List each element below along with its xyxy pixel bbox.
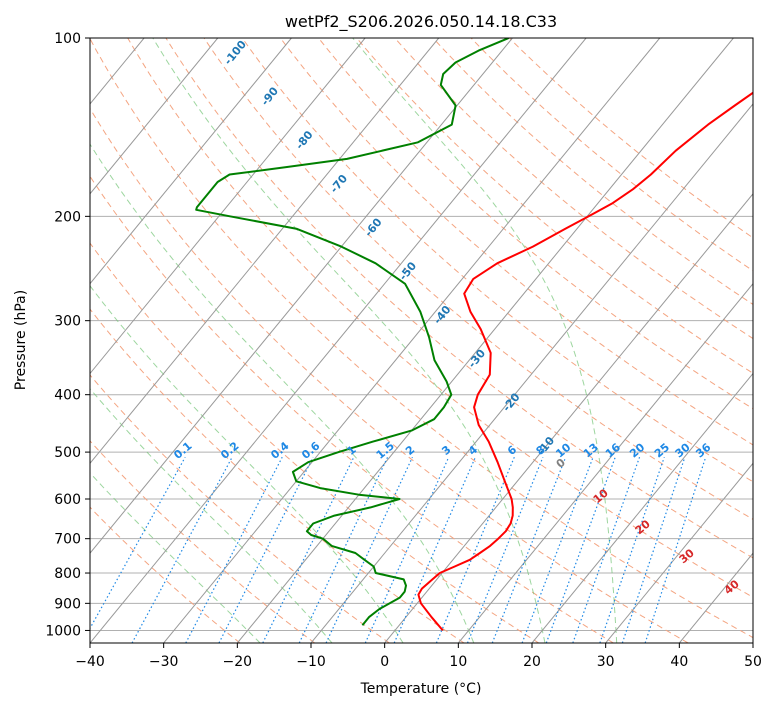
mixing-ratio-line-25 (599, 457, 665, 643)
dry-adiabat-360 (241, 38, 753, 483)
isotherm--90 (90, 38, 219, 195)
isotherm--10 (310, 103, 753, 643)
dry-adiabat-300 (90, 175, 614, 643)
moist-adiabats (90, 38, 618, 643)
x-tick-label: −30 (149, 654, 179, 670)
dry-adiabat-330 (127, 38, 753, 598)
sounding-series (195, 38, 753, 632)
isotherm-20 (531, 372, 753, 643)
dewpoint-profile-line (195, 38, 510, 626)
mixing-ratio-line-6 (435, 456, 515, 643)
dry-adiabat-350 (203, 38, 753, 520)
moist-adiabat--20 (90, 472, 261, 643)
x-axis-title: Temperature (°C) (360, 681, 482, 697)
x-tick-label: 0 (380, 654, 389, 670)
mixing-ratio-line-8 (466, 456, 544, 643)
isotherm--80 (90, 38, 292, 285)
mixing-ratio-line-0.6 (218, 456, 314, 643)
y-tick-label: 500 (54, 445, 81, 461)
chart-title: wetPf2_S206.2026.050.14.18.C33 (285, 12, 557, 32)
mixing-ratio-line-1 (262, 456, 355, 643)
x-tick-label: −10 (296, 654, 326, 670)
isotherm-0 (384, 193, 753, 643)
mixing-ratio-lines (90, 456, 707, 643)
dry-adiabat-270 (90, 374, 390, 643)
mixing-ratio-line-0.1 (90, 456, 186, 630)
y-tick-label: 700 (54, 532, 81, 548)
dry-adiabat-250 (90, 506, 241, 643)
isotherm--30 (163, 38, 661, 643)
x-tick-label: 20 (523, 654, 541, 670)
isotherm--60 (90, 38, 440, 465)
x-tick-label: −40 (75, 654, 105, 670)
y-axis-title: Pressure (hPa) (13, 290, 29, 390)
plot-frame (89, 37, 754, 644)
dry-adiabat-280 (90, 308, 465, 643)
x-tick-label: 30 (597, 654, 615, 670)
x-tick-label: 50 (744, 654, 762, 670)
dry-adiabat-400 (394, 38, 753, 340)
dry-adiabat-340 (165, 38, 753, 559)
moist-adiabat-10 (90, 143, 475, 643)
dry-adiabat-410 (432, 38, 753, 305)
y-tick-label: 100 (54, 31, 81, 47)
moist-adiabat-20 (152, 38, 546, 643)
isotherm--50 (90, 38, 513, 554)
x-tick-label: 40 (670, 654, 688, 670)
y-tick-label: 200 (54, 209, 81, 225)
x-tick-label: −20 (223, 654, 253, 670)
y-axis: 1000 900 800 700 600 500 400 300 200 100 (45, 31, 90, 639)
y-tick-label: 400 (54, 388, 81, 404)
temperature-profile-line (417, 91, 753, 632)
dry-adiabat-310 (90, 107, 689, 643)
y-tick-label: 1000 (45, 623, 81, 639)
mixing-ratio-line-13 (521, 456, 594, 643)
y-tick-label: 800 (54, 566, 81, 582)
x-axis: −40 −30 −20 −10 0 10 20 30 40 50 (75, 643, 762, 670)
mixing-ratio-line-30 (621, 457, 686, 643)
mixing-ratio-line-10 (491, 456, 567, 643)
y-tick-label: 600 (54, 492, 81, 508)
mixing-ratio-line-0.4 (185, 456, 283, 643)
isotherm-10 (457, 282, 753, 643)
mixing-ratio-line-36 (644, 457, 707, 643)
moist-adiabat-30 (352, 38, 618, 643)
isotherm--40 (90, 38, 587, 643)
mixing-ratio-line-4 (393, 456, 476, 643)
isotherm--70 (90, 38, 366, 375)
moist-adiabat-0 (90, 284, 404, 643)
mixing-ratio-line-16 (545, 456, 616, 643)
y-tick-label: 300 (54, 314, 81, 330)
x-tick-label: 10 (449, 654, 467, 670)
isotherm-30 (605, 462, 753, 643)
pressure-grid (90, 38, 753, 631)
y-tick-label: 900 (54, 596, 81, 612)
mixing-ratio-line-20 (572, 456, 641, 643)
